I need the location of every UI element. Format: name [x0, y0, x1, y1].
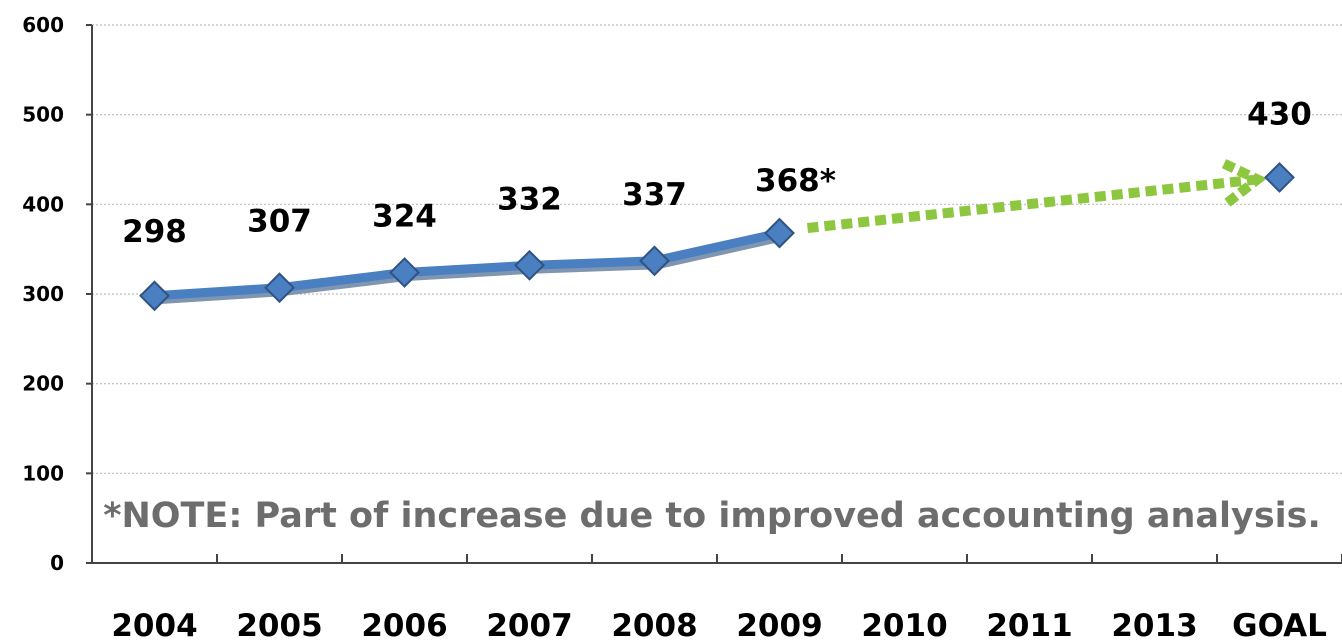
series-layer	[139, 158, 1295, 312]
data-label-2008: 337	[622, 177, 687, 213]
data-label-2007: 332	[497, 181, 562, 217]
x-tick-labels: 2004 2005 2006 2007 2008 2009 2010 2011 2013 GOAL	[111, 608, 1327, 642]
x-tick-label-2010: 2010	[861, 608, 947, 642]
x-tick-label-2013: 2013	[1111, 608, 1197, 642]
projection-arrowhead	[1221, 158, 1268, 207]
y-tick-label-300: 300	[22, 282, 64, 306]
x-tick-label-2004: 2004	[111, 608, 197, 642]
marker-2009	[764, 217, 795, 249]
y-tick-label-600: 600	[22, 13, 64, 37]
y-tick-label-100: 100	[22, 461, 64, 485]
x-tick-label-2005: 2005	[236, 608, 322, 642]
data-label-2009: 368*	[755, 163, 836, 199]
y-tick-label-500: 500	[22, 103, 64, 127]
marker-2005	[264, 272, 295, 304]
x-tick-label-2009: 2009	[736, 608, 822, 642]
projection-line	[806, 174, 1259, 233]
y-tick-labels: 0 100 200 300 400 500 600	[22, 13, 64, 575]
marker-2007	[514, 249, 545, 281]
x-tick-label-2007: 2007	[486, 608, 572, 642]
data-label-2004: 298	[122, 214, 187, 250]
y-tick-label-400: 400	[22, 192, 64, 216]
note-annotation: *NOTE: Part of increase due to improved …	[103, 496, 1321, 536]
x-tick-label-2006: 2006	[361, 608, 447, 642]
marker-2008	[639, 245, 670, 277]
data-labels: 298 307 324 332 337 368* 430	[122, 96, 1312, 249]
marker-2006	[389, 257, 420, 288]
y-tick-label-0: 0	[50, 551, 64, 575]
series-line	[154, 228, 781, 301]
gridlines	[92, 24, 1342, 474]
y-tick-label-200: 200	[22, 372, 64, 396]
x-tick-label-2008: 2008	[611, 608, 697, 642]
data-label-goal: 430	[1247, 96, 1312, 132]
x-tick-label-2011: 2011	[986, 608, 1072, 642]
axes	[86, 24, 1342, 564]
data-label-2005: 307	[247, 204, 312, 240]
data-label-2006: 324	[372, 198, 437, 234]
marker-2004	[139, 280, 170, 312]
x-tick-label-goal: GOAL	[1232, 608, 1327, 642]
marker-goal	[1264, 162, 1295, 193]
